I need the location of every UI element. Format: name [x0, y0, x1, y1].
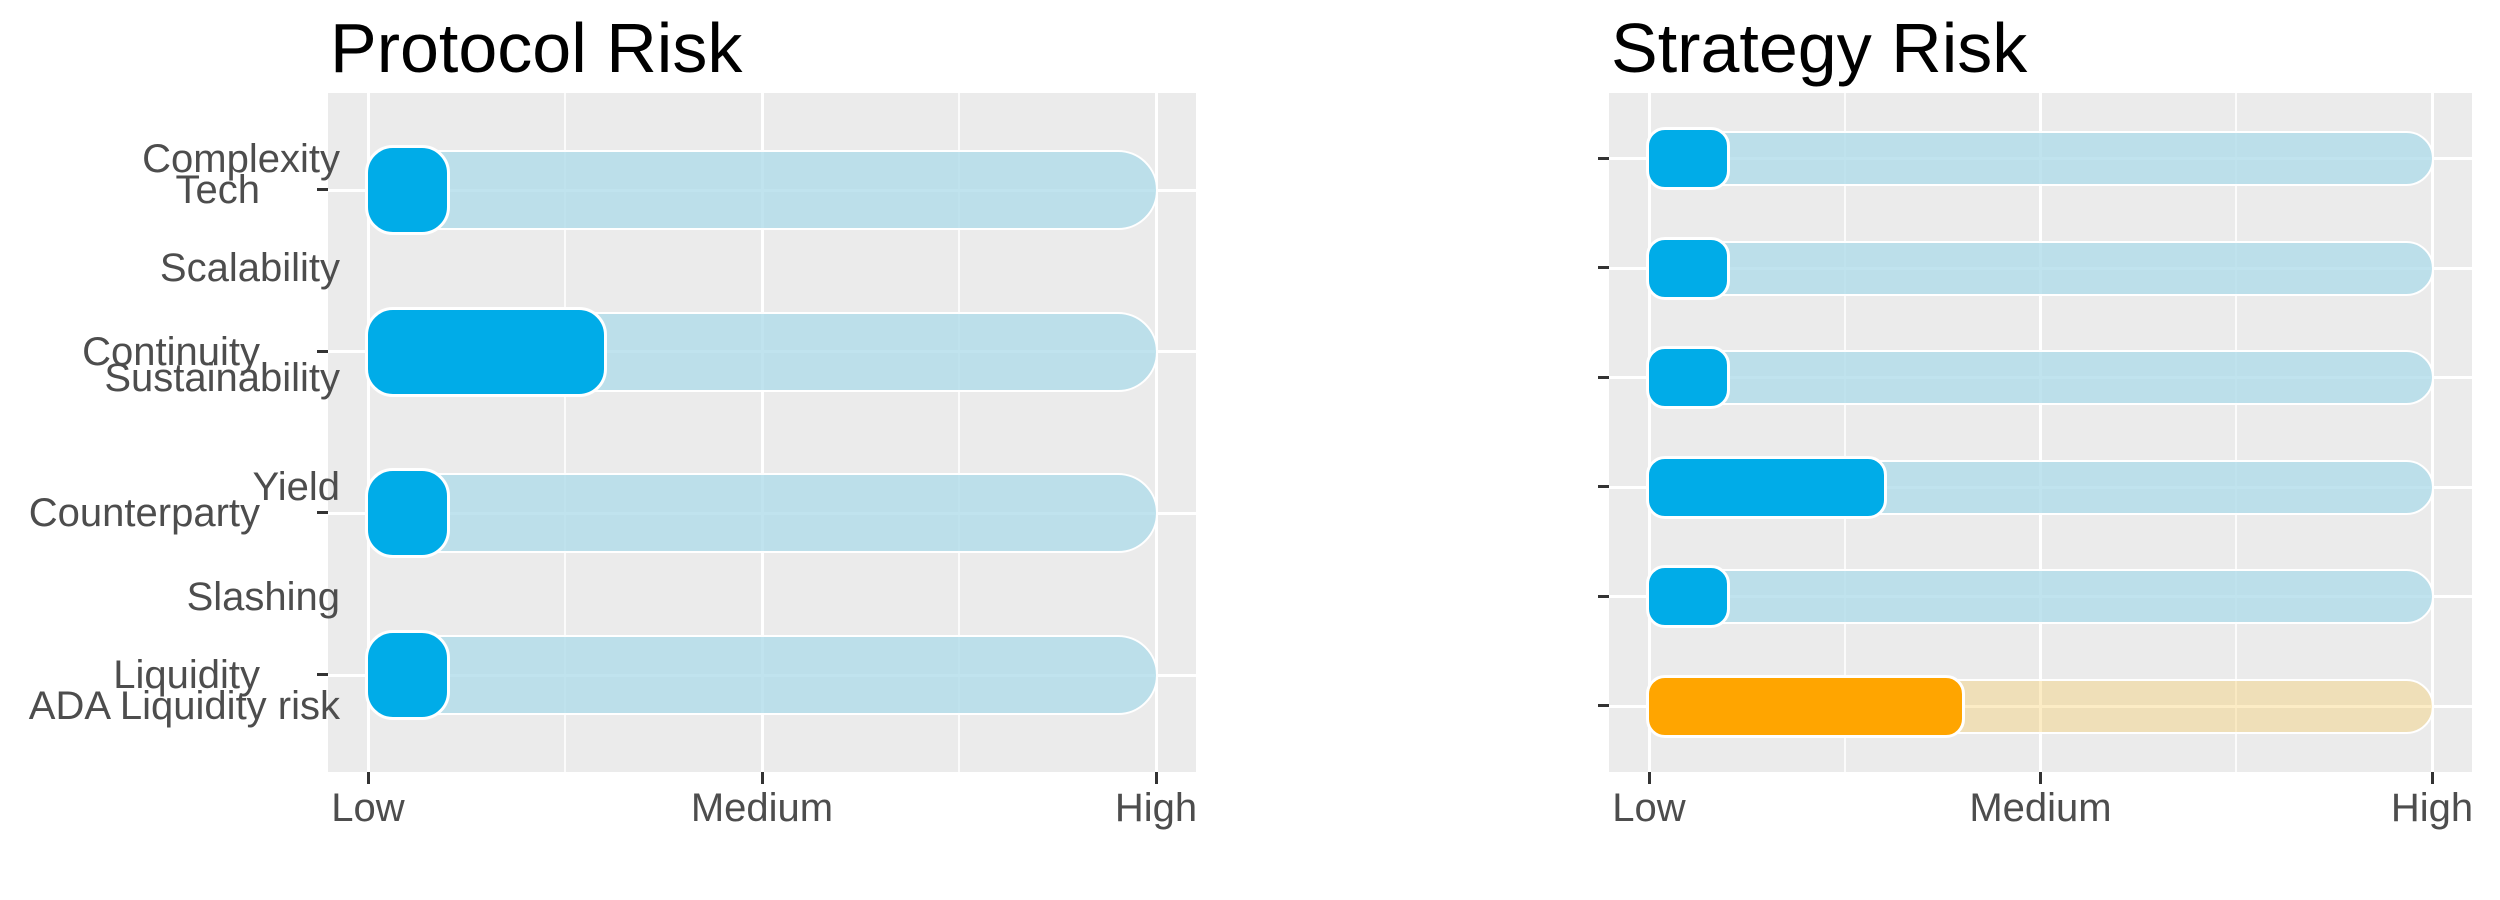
bar-track	[366, 473, 1158, 554]
category-label: Slashing	[186, 574, 340, 619]
x-tick-label: Medium	[1969, 786, 2112, 830]
bar-track	[1647, 240, 2434, 296]
bar-value	[1646, 565, 1731, 629]
category-axis-tick	[1598, 594, 1609, 598]
gridline-vertical-major	[760, 93, 764, 772]
category-label: Counterparty	[28, 491, 260, 536]
category-axis-tick	[1598, 375, 1609, 379]
gridline-vertical-minor	[958, 93, 960, 772]
category-axis-tick	[1598, 704, 1609, 708]
x-axis-tick	[2039, 772, 2042, 784]
x-tick-label: Medium	[690, 786, 834, 830]
category-axis-tick	[1598, 266, 1609, 270]
bar-track	[1647, 131, 2434, 187]
category-label: Yield	[252, 465, 340, 510]
bar-value	[1646, 674, 1966, 738]
bar-track	[1647, 350, 2434, 406]
x-axis-tick	[2430, 772, 2434, 784]
gridline-vertical-minor	[1843, 93, 1846, 772]
bar-value	[365, 306, 608, 397]
x-axis-tick	[1154, 772, 1158, 784]
chart-title: Protocol Risk	[330, 9, 743, 87]
x-axis-tick	[1647, 772, 1651, 784]
x-axis-tick	[760, 772, 764, 784]
x-tick-label: Low	[331, 786, 405, 830]
bar-value	[365, 145, 450, 235]
category-label: Sustainability	[104, 355, 340, 400]
bar-track	[1647, 569, 2434, 625]
gridline-vertical-major	[1647, 93, 1651, 772]
category-label: Tech	[175, 168, 261, 212]
gridline-vertical-major	[366, 93, 370, 772]
gridline-vertical-minor	[2235, 93, 2238, 772]
chart-title: Strategy Risk	[1611, 9, 2028, 87]
chart-panel	[1609, 93, 2472, 772]
bar-value	[1646, 236, 1731, 300]
category-axis-tick	[317, 349, 328, 353]
category-axis-tick	[317, 511, 328, 515]
x-tick-label: High	[2390, 786, 2474, 830]
gridline-horizontal-major	[1609, 704, 2472, 708]
category-axis-tick	[317, 673, 328, 676]
bar-value	[365, 630, 450, 720]
bar-track	[366, 150, 1158, 230]
category-label: ADA Liquidity risk	[28, 684, 340, 729]
category-axis-tick	[317, 188, 328, 191]
category-label: Scalability	[159, 246, 340, 291]
bar-value	[1646, 346, 1731, 410]
category-label: Continuity	[82, 329, 260, 374]
category-label: Liquidity	[113, 653, 260, 697]
bar-value	[1646, 455, 1887, 519]
gridline-vertical-major	[1154, 93, 1158, 772]
bar-value	[1646, 127, 1731, 191]
gridline-vertical-major	[2039, 93, 2042, 772]
category-axis-tick	[1598, 485, 1609, 489]
category-label: Complexity	[142, 136, 340, 181]
bar-value	[365, 468, 450, 559]
gridline-vertical-minor	[564, 93, 566, 772]
x-tick-label: Low	[1612, 786, 1686, 830]
chart-panel	[328, 93, 1196, 772]
x-tick-label: High	[1114, 786, 1198, 830]
bar-track	[366, 635, 1158, 715]
category-axis-tick	[1598, 156, 1609, 160]
gridline-vertical-major	[2430, 93, 2434, 772]
x-axis-tick	[366, 772, 370, 784]
